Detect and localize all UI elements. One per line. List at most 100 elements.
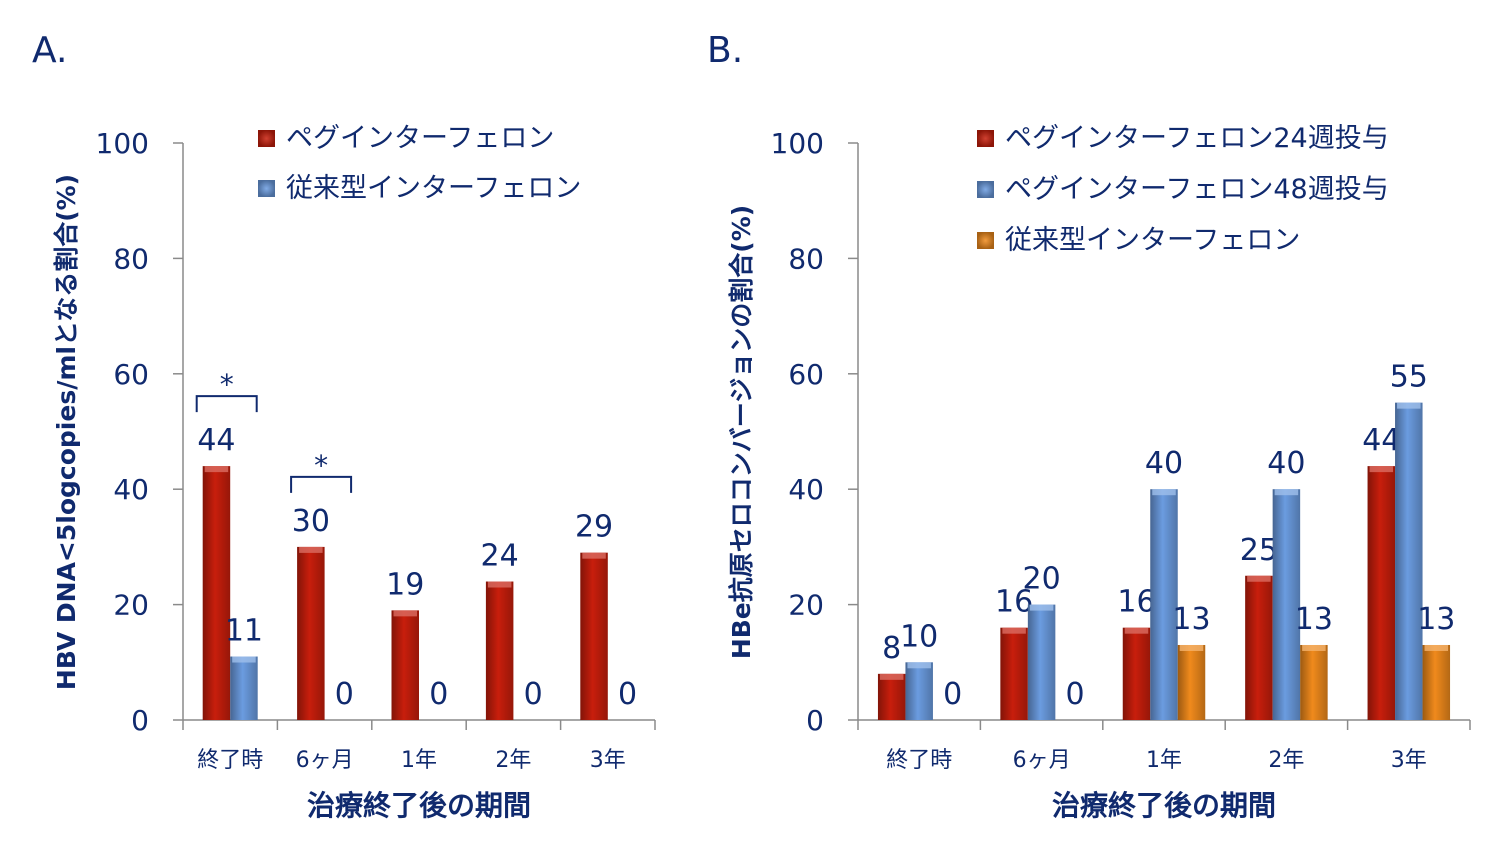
significance-bracket [290, 475, 353, 493]
data-label: 0 [429, 677, 448, 712]
legend-label: ペグインターフェロン24週投与 [1005, 123, 1389, 154]
y-tick-label: 60 [788, 358, 824, 391]
bar-highlight [1029, 604, 1054, 611]
data-label: 0 [943, 677, 962, 712]
data-label: 13 [1295, 602, 1333, 637]
bar-ペグインターフェロン48週投与-3年 [1395, 402, 1423, 720]
x-tick-label: 6ヶ月 [296, 748, 354, 773]
data-label: 16 [1117, 585, 1155, 620]
x-tick-label: 3年 [1391, 748, 1427, 773]
bar-ペグインターフェロン48週投与-1年 [1150, 489, 1178, 720]
bar-highlight [1397, 402, 1421, 409]
bar-highlight [232, 656, 256, 663]
y-tick-label: 80 [113, 242, 149, 275]
x-tick-label: 1年 [401, 748, 437, 773]
data-label: 16 [995, 585, 1033, 620]
y-tick-label: 0 [131, 704, 149, 737]
x-tick-label: 終了時 [886, 748, 952, 773]
legend-label: ペグインターフェロン [286, 123, 554, 154]
bar-highlight [1002, 627, 1026, 634]
bar-ペグインターフェロン-2年 [485, 581, 514, 720]
y-tick-label: 20 [788, 589, 824, 622]
bar-highlight [1179, 644, 1204, 651]
bar-highlight [582, 552, 606, 559]
bar-highlight [1302, 644, 1326, 651]
legend-label: ペグインターフェロン48週投与 [1005, 174, 1389, 205]
data-label: 29 [575, 510, 613, 545]
y-tick-label: 100 [771, 127, 824, 160]
x-tick-label: 2年 [495, 748, 531, 773]
bar-highlight [487, 581, 512, 588]
x-tick-label: 1年 [1146, 748, 1182, 773]
bar-ペグインターフェロン24週投与-2年 [1245, 575, 1273, 720]
data-label: 19 [386, 567, 424, 602]
data-label: 0 [335, 677, 354, 712]
bar-ペグインターフェロン48週投与-6ヶ月 [1027, 604, 1056, 720]
bar-ペグインターフェロン-3年 [580, 552, 608, 720]
legend-swatch [977, 130, 994, 147]
data-label: 55 [1390, 360, 1428, 395]
data-label: 40 [1267, 446, 1305, 481]
y-tick-label: 60 [113, 358, 149, 391]
bar-highlight [299, 546, 323, 553]
data-label: 13 [1172, 602, 1210, 637]
bar-従来型インターフェロン-3年 [1422, 644, 1451, 720]
bar-highlight [1124, 627, 1149, 634]
data-label: 40 [1145, 446, 1183, 481]
bar-ペグインターフェロン-1年 [391, 610, 419, 720]
y-tick-label: 100 [96, 127, 149, 160]
legend-swatch [258, 180, 275, 197]
x-axis-title: 治療終了後の期間 [1052, 789, 1276, 822]
bar-highlight [907, 662, 931, 669]
x-tick-label: 2年 [1268, 748, 1304, 773]
data-label: 24 [481, 539, 519, 574]
data-label: 25 [1240, 533, 1278, 568]
y-tick-label: 0 [806, 704, 824, 737]
panel-label: B. [707, 30, 743, 71]
bar-highlight [1369, 466, 1394, 473]
data-label: 11 [225, 614, 263, 649]
bar-ペグインターフェロン24週投与-6ヶ月 [1000, 627, 1028, 720]
x-axis-title: 治療終了後の期間 [307, 789, 531, 822]
bar-highlight [393, 610, 417, 617]
bar-highlight [1247, 575, 1271, 582]
legend-label: 従来型インターフェロン [1005, 225, 1300, 256]
y-tick-label: 40 [788, 473, 824, 506]
data-label: 44 [197, 423, 235, 458]
legend-swatch [258, 130, 275, 147]
bar-従来型インターフェロン-終了時 [230, 656, 258, 720]
bar-ペグインターフェロン24週投与-1年 [1122, 627, 1151, 720]
x-tick-label: 6ヶ月 [1013, 748, 1071, 773]
data-label: 44 [1362, 423, 1400, 458]
bar-ペグインターフェロン24週投与-終了時 [877, 673, 906, 720]
y-axis-title: HBV DNA<5logcopies/mlとなる割合(%) [52, 174, 81, 690]
x-tick-label: 3年 [590, 748, 626, 773]
legend-swatch [977, 181, 994, 198]
data-label: 0 [1066, 677, 1085, 712]
data-label: 8 [882, 631, 901, 666]
bar-ペグインターフェロン24週投与-3年 [1367, 466, 1396, 720]
data-label: 20 [1023, 562, 1061, 597]
y-tick-label: 80 [788, 242, 824, 275]
data-label: 13 [1417, 602, 1455, 637]
significance-mark: * [314, 449, 328, 482]
bar-ペグインターフェロン-6ヶ月 [297, 546, 325, 720]
bar-従来型インターフェロン-1年 [1177, 644, 1206, 720]
panel-label: A. [32, 30, 67, 71]
bar-highlight [879, 673, 904, 680]
x-tick-label: 終了時 [197, 748, 263, 773]
data-label: 0 [524, 677, 543, 712]
y-tick-label: 20 [113, 589, 149, 622]
bar-ペグインターフェロン48週投与-終了時 [905, 662, 933, 720]
bar-従来型インターフェロン-2年 [1300, 644, 1328, 720]
bar-ペグインターフェロン48週投与-2年 [1272, 489, 1301, 720]
data-label: 0 [618, 677, 637, 712]
data-label: 30 [292, 504, 330, 539]
significance-mark: * [220, 368, 234, 401]
significance-bracket [195, 395, 258, 413]
bar-highlight [1152, 489, 1176, 496]
legend-label: 従来型インターフェロン [286, 173, 581, 204]
